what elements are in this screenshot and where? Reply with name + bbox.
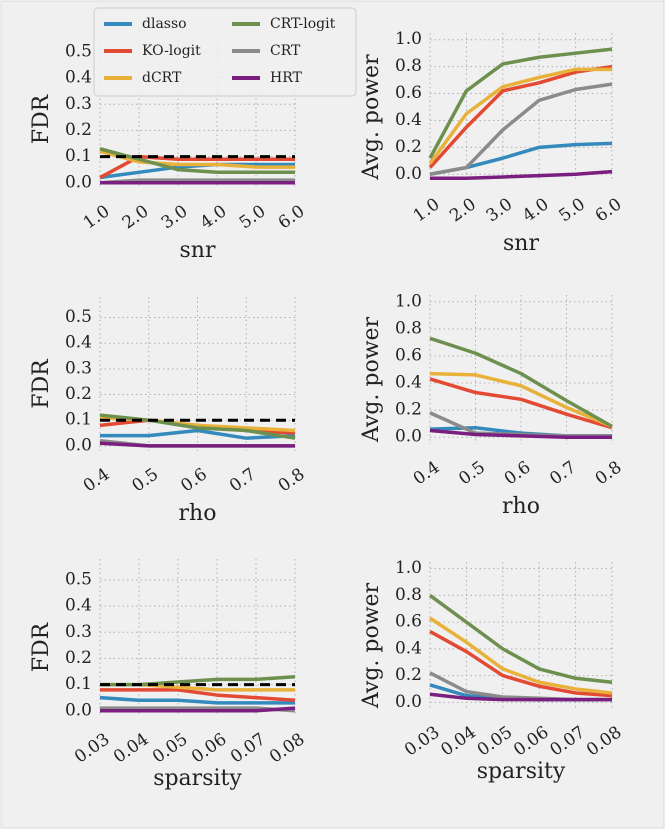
- y-tick-label: 0.8: [395, 318, 422, 338]
- y-tick-label: 0.0: [65, 172, 92, 192]
- y-tick-label: 0.8: [395, 56, 422, 76]
- series-line: [429, 377, 613, 430]
- y-tick-label: 0.2: [395, 137, 422, 157]
- series-line: [428, 593, 613, 685]
- x-axis-label: rho: [179, 501, 217, 526]
- series-line: [428, 67, 612, 165]
- legend-label: dCRT: [142, 70, 182, 86]
- series-line: [99, 441, 295, 448]
- x-axis-label: sparsity: [477, 759, 566, 784]
- y-tick-label: 0.0: [395, 427, 422, 447]
- panel: 0.00.10.20.30.40.51.0 2.0 3.0 4.0 5.0 6.0snrF…: [29, 31, 308, 263]
- series-line: [428, 47, 613, 159]
- y-tick-label: 0.4: [395, 373, 422, 393]
- y-tick-label: 0.0: [65, 700, 92, 720]
- y-tick-label: 0.5: [65, 569, 92, 589]
- legend-label: CRT: [270, 43, 301, 59]
- y-tick-label: 0.4: [65, 333, 92, 353]
- y-tick-label: 0.5: [65, 307, 92, 327]
- y-axis-label: FDR: [29, 93, 54, 144]
- y-tick-label: 0.6: [395, 83, 422, 103]
- y-tick-label: 0.6: [395, 345, 422, 365]
- y-tick-label: 1.0: [395, 558, 422, 578]
- y-axis-label: Avg. power: [359, 54, 384, 181]
- legend-label: CRT-logit: [270, 16, 336, 32]
- series-line: [99, 695, 295, 705]
- y-axis-label: FDR: [29, 621, 54, 672]
- series-line: [429, 336, 613, 428]
- series-line: [100, 428, 296, 440]
- series-line: [99, 413, 296, 440]
- y-tick-label: 0.0: [395, 164, 422, 184]
- y-tick-label: 0.2: [65, 648, 92, 668]
- y-tick-label: 0.4: [395, 638, 422, 658]
- series-line: [429, 616, 613, 695]
- y-tick-label: 0.1: [65, 410, 92, 430]
- y-tick-label: 0.1: [65, 674, 92, 694]
- y-tick-label: 0.4: [65, 68, 92, 88]
- y-tick-label: 0.0: [65, 435, 92, 455]
- y-tick-label: 1.0: [395, 29, 422, 49]
- legend-box: [93, 7, 357, 97]
- x-axis-label: rho: [502, 494, 540, 519]
- y-tick-label: 0.2: [395, 665, 422, 685]
- x-axis-label: sparsity: [153, 766, 242, 791]
- y-tick-label: 0.4: [65, 596, 92, 616]
- y-axis-label: Avg. power: [359, 582, 384, 709]
- series-line: [429, 371, 613, 429]
- legend: dlasso KO-logit dCRT CRT-logit CRT HRT: [93, 7, 357, 97]
- legend-label: HRT: [270, 70, 303, 86]
- y-tick-label: 0.3: [65, 358, 92, 378]
- series-line: [430, 169, 613, 181]
- series-line: [100, 688, 296, 703]
- y-tick-label: 0.5: [65, 41, 92, 61]
- y-tick-label: 0.2: [65, 120, 92, 140]
- y-tick-label: 0.0: [395, 692, 422, 712]
- y-axis-label: Avg. power: [359, 316, 384, 443]
- series-line: [429, 629, 613, 698]
- series-line: [428, 64, 613, 169]
- series-line: [429, 692, 612, 702]
- y-tick-label: 0.8: [395, 585, 422, 605]
- y-tick-label: 0.6: [395, 612, 422, 632]
- y-tick-label: 1.0: [395, 291, 422, 311]
- series-line: [429, 82, 613, 176]
- y-tick-label: 0.3: [65, 94, 92, 114]
- y-tick-label: 0.4: [395, 110, 422, 130]
- y-tick-label: 0.2: [395, 400, 422, 420]
- series-line: [429, 428, 612, 439]
- y-tick-label: 0.2: [65, 384, 92, 404]
- y-axis-label: FDR: [29, 358, 54, 409]
- legend-label: dlasso: [142, 16, 187, 32]
- x-axis-label: snr: [180, 238, 216, 263]
- series-line: [99, 178, 295, 185]
- legend-label: KO-logit: [142, 43, 201, 59]
- series-line: [99, 149, 295, 169]
- series-line: [100, 706, 296, 713]
- x-axis-label: snr: [503, 231, 539, 256]
- y-tick-label: 0.3: [65, 622, 92, 642]
- y-tick-label: 0.1: [65, 146, 92, 166]
